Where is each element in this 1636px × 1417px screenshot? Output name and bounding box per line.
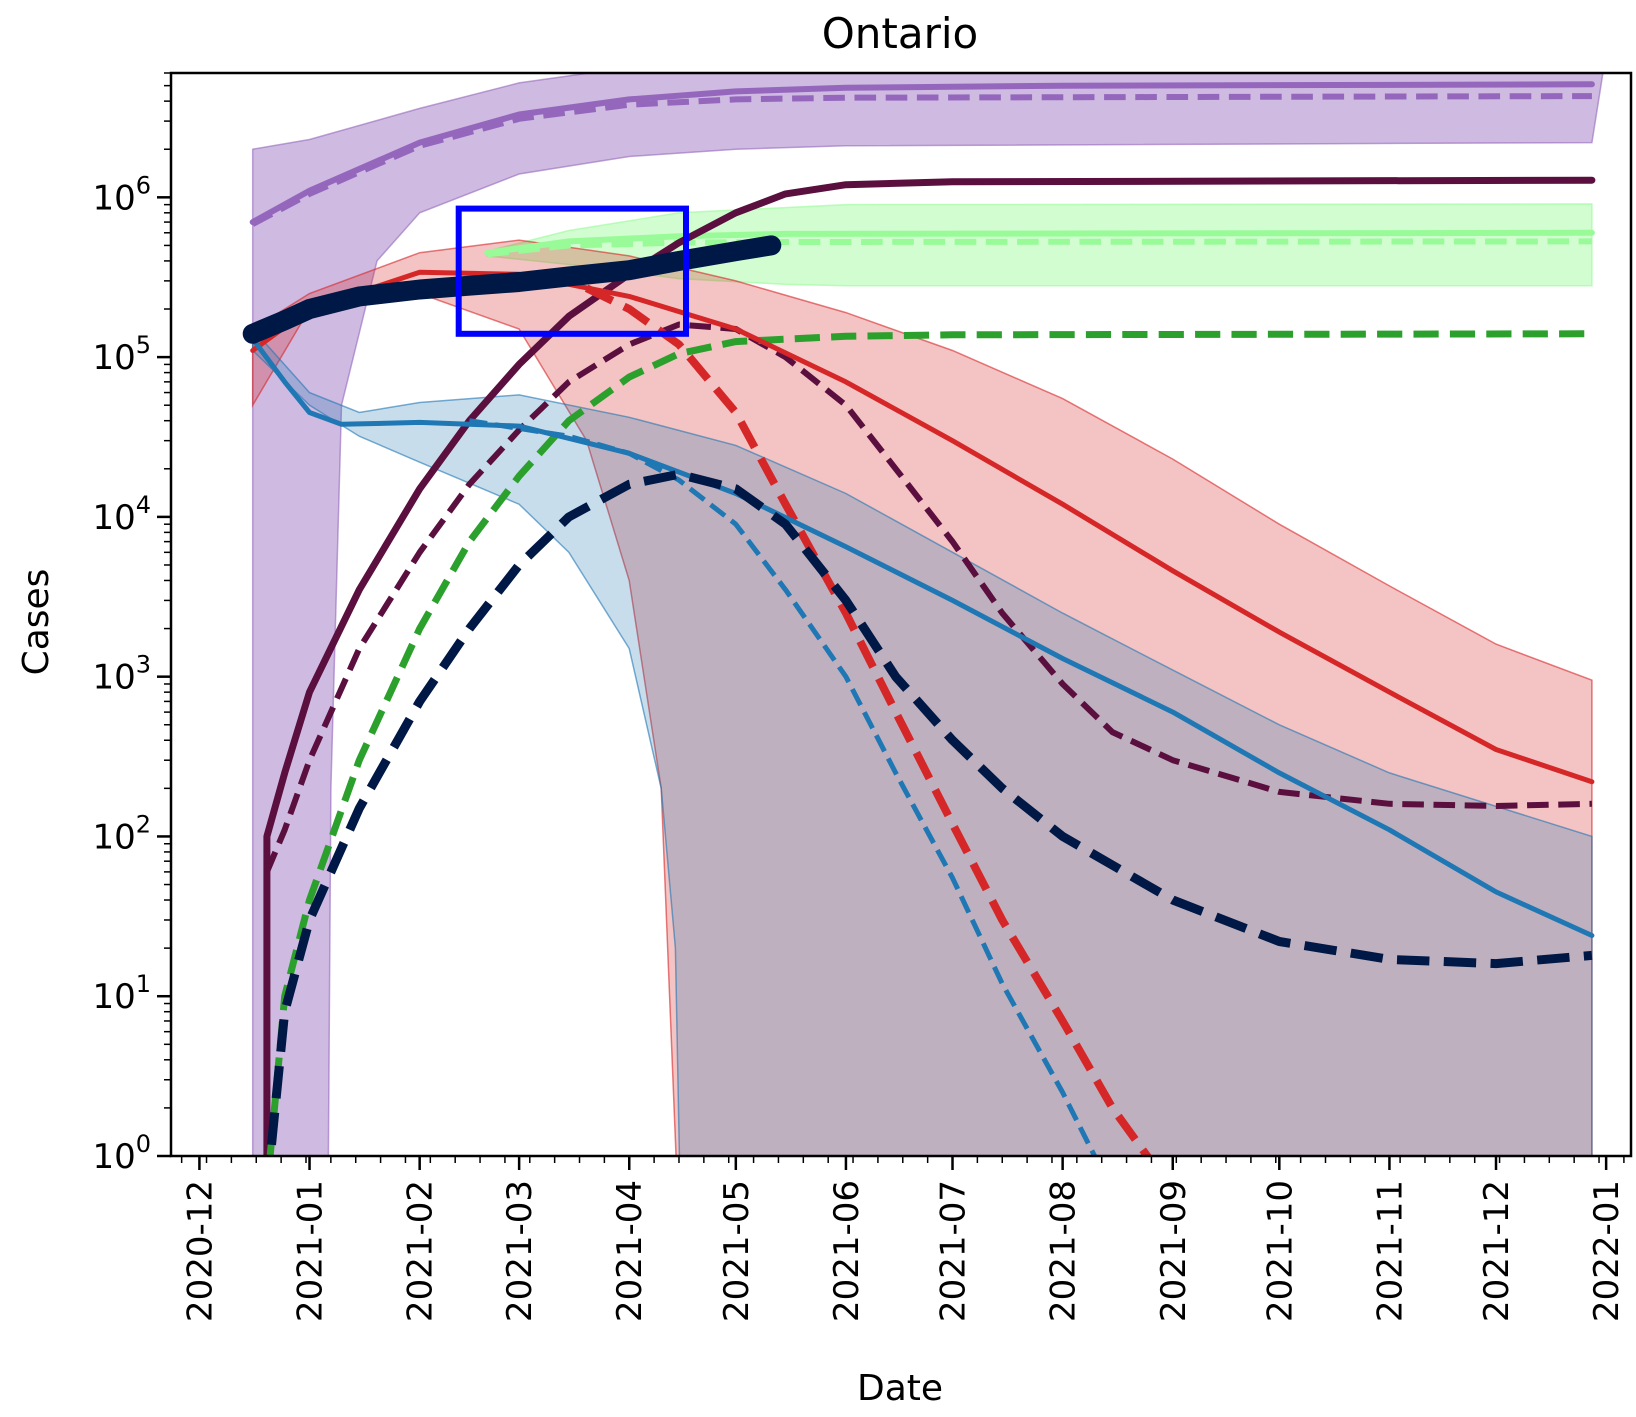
plot-frame (169, 71, 1633, 1158)
series-line-10 (469, 418, 1098, 1156)
x-tick-label: 2021-02 (401, 1180, 441, 1322)
series-line-4 (263, 176, 1596, 1156)
x-tick-label: 2021-12 (1477, 1180, 1517, 1322)
x-tick-label: 2021-08 (1044, 1180, 1084, 1322)
series-line-2 (484, 229, 1595, 256)
series-layer (242, 81, 1596, 1156)
series-line-5 (264, 321, 1592, 874)
y-tick-label: 104 (92, 491, 151, 538)
series-line-7 (250, 269, 1595, 785)
x-axis: 2020-12 2021-01 2021-02 2021-03 2021-04 2021-… (180, 1156, 1627, 1322)
x-tick-label: 2021-10 (1260, 1180, 1300, 1322)
band-0 (251, 73, 1604, 1156)
x-tick-label: 2021-01 (291, 1180, 331, 1322)
y-tick-label: 101 (92, 970, 151, 1017)
band-1 (486, 203, 1593, 287)
y-tick-label: 105 (92, 331, 151, 378)
x-tick-label: 2021-11 (1370, 1180, 1410, 1322)
series-line-11 (265, 469, 1593, 1156)
y-tick-label: 106 (92, 171, 151, 218)
series-line-6 (266, 330, 1592, 1156)
chart-title: Ontario (822, 9, 979, 58)
x-tick-label: 2020-12 (180, 1180, 220, 1322)
y-tick-label: 102 (92, 810, 151, 857)
x-tick-label: 2021-07 (934, 1180, 974, 1322)
x-tick-label: 2021-04 (610, 1180, 650, 1322)
x-tick-label: 2021-09 (1154, 1180, 1194, 1322)
x-tick-label: 2021-06 (827, 1180, 867, 1322)
series-line-8 (584, 284, 1153, 1156)
plot-area (242, 73, 1604, 1156)
bands-layer (251, 73, 1604, 1156)
x-tick-label: 2021-03 (500, 1180, 540, 1322)
x-tick-label: 2022-01 (1587, 1180, 1627, 1322)
y-axis-title: Cases (16, 569, 57, 676)
band-2 (251, 239, 1593, 1156)
highlight-box (455, 205, 690, 337)
y-tick-label: 103 (92, 651, 151, 698)
series-line-9 (250, 336, 1595, 938)
x-axis-title: Date (857, 1368, 943, 1409)
x-tick-label: 2021-05 (717, 1180, 757, 1322)
y-axis: 100 101 102 103 104 105 106 (92, 72, 171, 1177)
y-tick-label: 100 (92, 1130, 151, 1177)
series-line-1 (251, 93, 1592, 227)
highlight-layer (455, 205, 690, 337)
